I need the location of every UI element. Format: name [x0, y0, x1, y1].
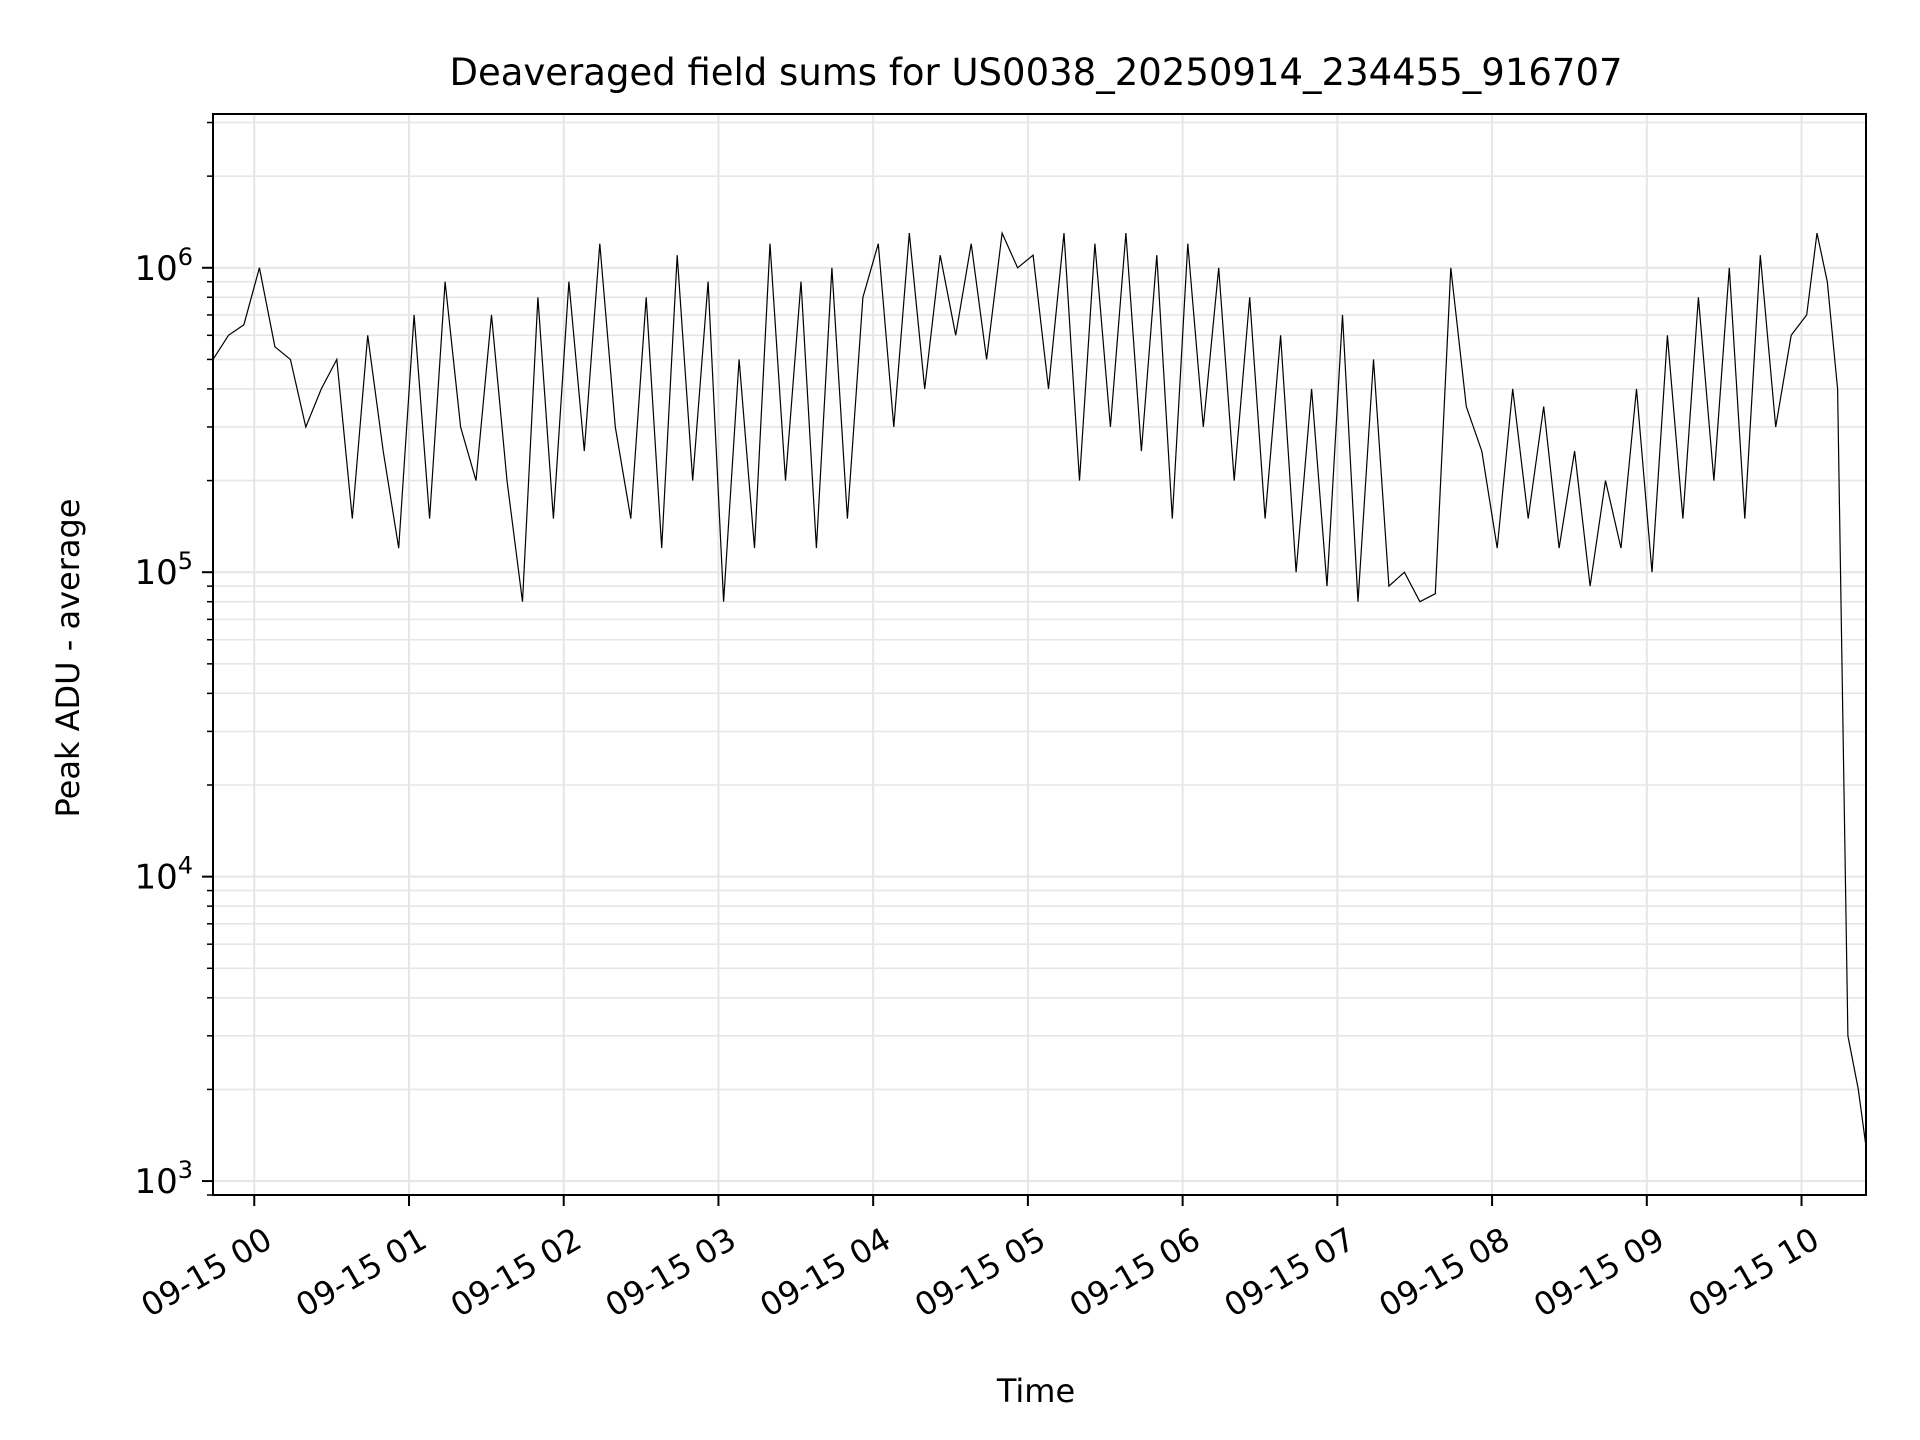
chart-title: Deaveraged field sums for US0038_2025091… [449, 51, 1622, 94]
plot-area-frame [212, 113, 1867, 1196]
x-tick-label: 09-15 03 [599, 1220, 743, 1325]
y-axis-label: Peak ADU - average [49, 499, 87, 818]
y-axis: 103 104 105 106 [134, 121, 213, 1202]
x-tick-label: 09-15 09 [1527, 1220, 1671, 1325]
y-tick-label: 106 [134, 243, 193, 289]
data-series-line [212, 230, 1867, 1147]
x-tick-label: 09-15 10 [1682, 1220, 1826, 1325]
x-axis: 09-15 00 09-15 01 09-15 02 09-15 03 09-15 04… [135, 1195, 1826, 1325]
y-tick-label: 104 [134, 852, 193, 898]
x-tick-label: 09-15 00 [135, 1220, 279, 1325]
y-tick-label: 105 [134, 547, 193, 593]
x-tick-label: 09-15 01 [289, 1220, 433, 1325]
x-tick-label: 09-15 04 [754, 1220, 898, 1325]
grid [213, 114, 1866, 1196]
x-tick-label: 09-15 02 [444, 1220, 588, 1325]
x-tick-label: 09-15 07 [1218, 1220, 1362, 1325]
x-tick-label: 09-15 06 [1063, 1220, 1207, 1325]
x-tick-label: 09-15 05 [908, 1220, 1052, 1325]
x-tick-label: 09-15 08 [1372, 1220, 1516, 1325]
y-tick-label: 103 [134, 1156, 193, 1202]
x-axis-label: Time [996, 1372, 1075, 1410]
